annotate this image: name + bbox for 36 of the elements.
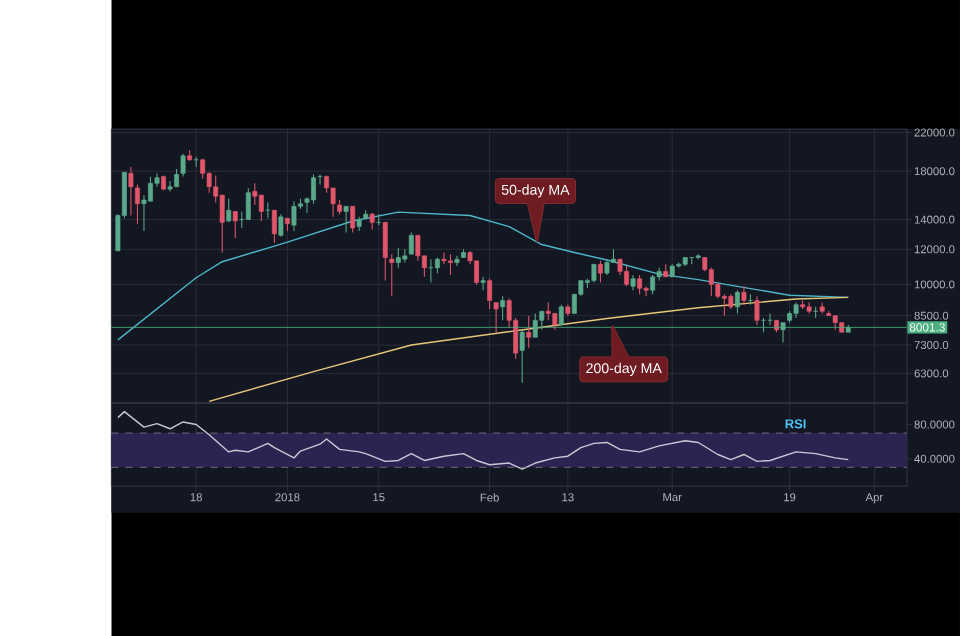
candlestick [747, 293, 753, 305]
candlestick [500, 295, 506, 321]
candlestick [415, 234, 421, 262]
candlestick [278, 213, 284, 238]
candlestick [128, 166, 134, 216]
candlestick [741, 285, 747, 305]
candlestick [271, 209, 277, 244]
line-series [117, 211, 849, 341]
candlestick [539, 310, 545, 331]
candlestick [343, 205, 349, 233]
candlestick [448, 253, 453, 276]
candlestick [754, 295, 760, 326]
candlestick [291, 200, 297, 232]
candlestick [232, 210, 238, 239]
line-series [208, 296, 849, 402]
candlestick [480, 276, 486, 291]
candlestick [167, 180, 173, 192]
candlestick [350, 205, 356, 233]
candlestick [252, 182, 258, 206]
candlestick [526, 314, 532, 348]
candlestick [598, 260, 603, 283]
candlestick [650, 274, 656, 295]
candlestick [532, 312, 538, 338]
candlestick [637, 274, 643, 295]
candlestick [245, 187, 251, 220]
candlestick [624, 265, 629, 287]
candlestick [519, 329, 525, 384]
candlestick [734, 289, 740, 314]
candlestick [558, 303, 564, 326]
candlestick [311, 173, 316, 205]
candlestick [395, 246, 401, 269]
candlestick [591, 263, 597, 283]
candlestick [454, 255, 460, 267]
candlestick [408, 231, 414, 255]
candlestick [487, 277, 493, 310]
candlestick [258, 194, 264, 222]
